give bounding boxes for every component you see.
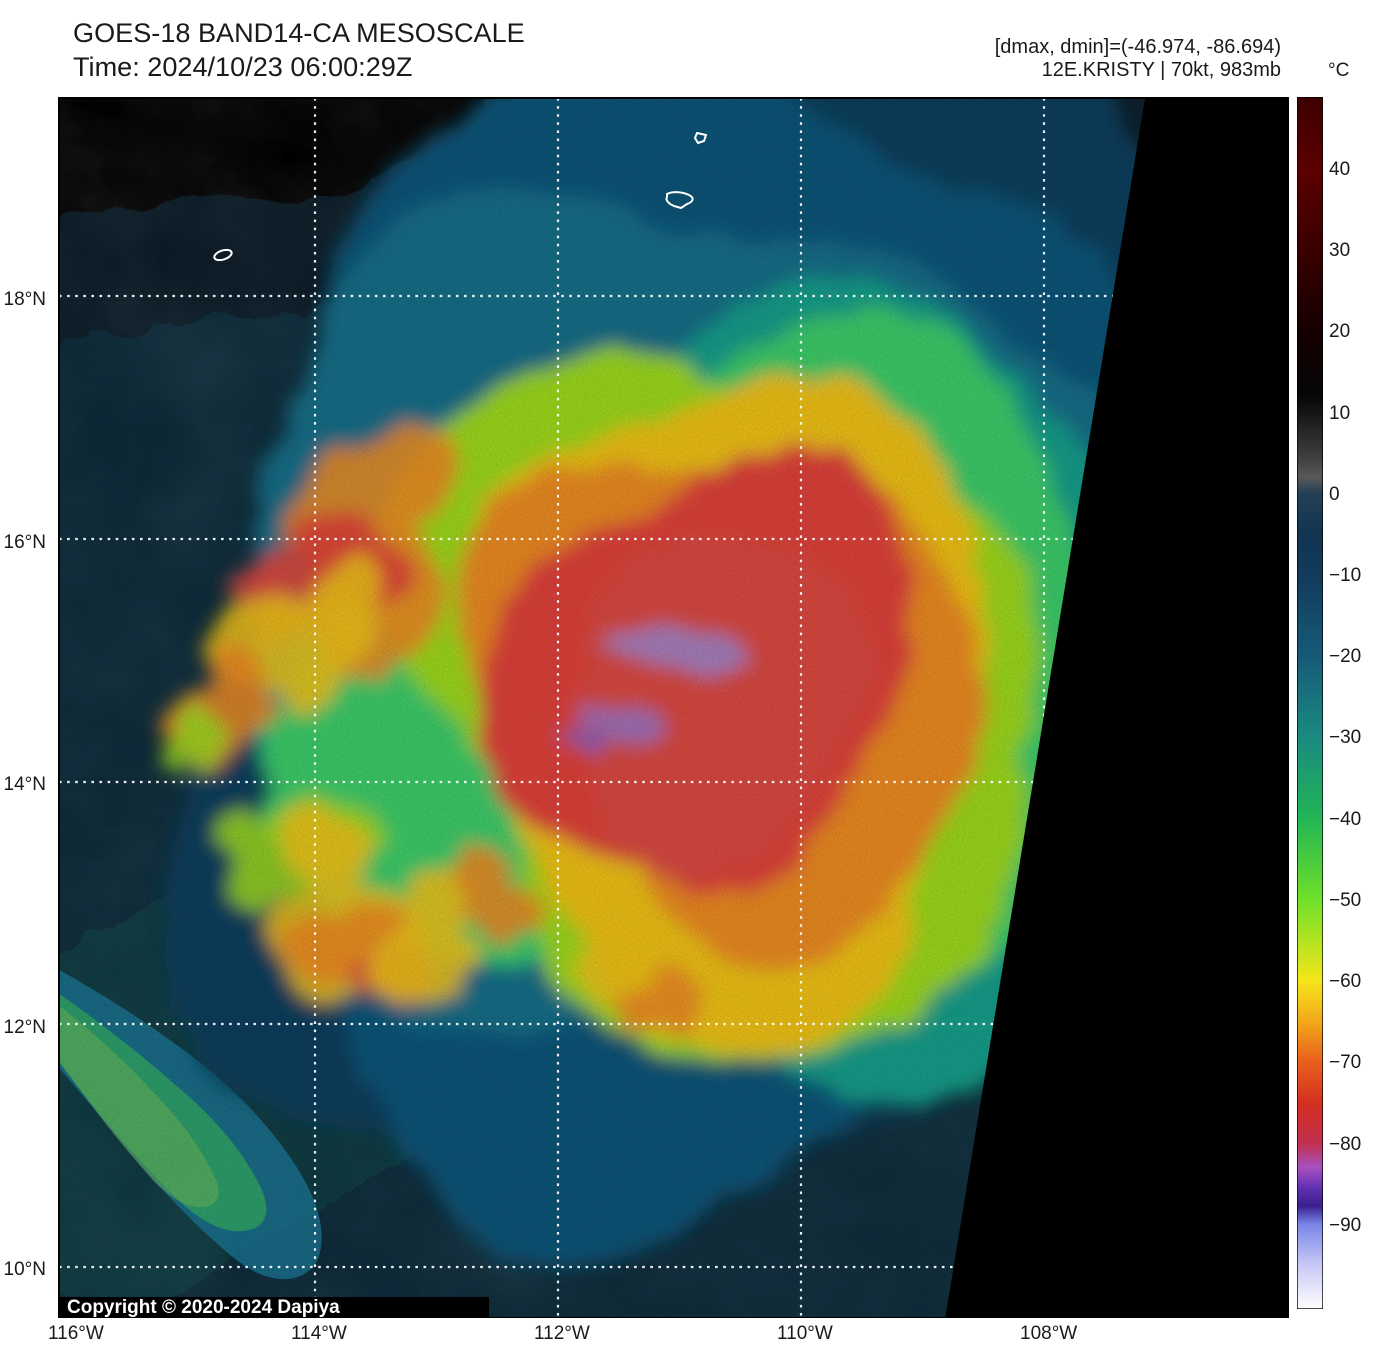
- svg-text:Copyright © 2020-2024 Dapiya: Copyright © 2020-2024 Dapiya: [67, 1297, 340, 1318]
